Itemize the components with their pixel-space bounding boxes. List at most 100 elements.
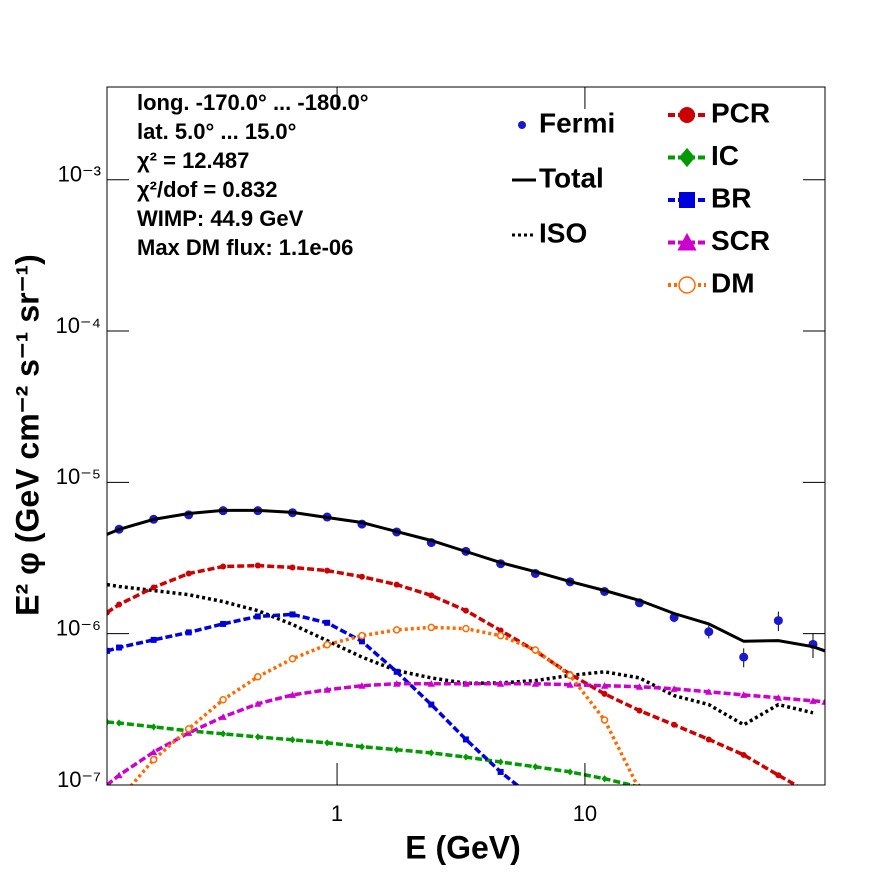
marker [220,563,227,570]
legend-entry: PCR [668,97,770,128]
legend-label: DM [711,267,755,298]
marker [107,718,110,726]
marker [531,680,539,687]
y-tick-label: 10⁻⁶ [56,615,101,640]
marker [184,725,193,733]
marker [566,681,574,688]
annotation: lat. 5.0° ... 15.0° [137,119,296,144]
y-tick-label: 10⁻³ [58,162,101,187]
marker [600,682,609,689]
marker [671,721,678,728]
x-axis-label: E (GeV) [405,829,521,865]
marker [288,654,297,663]
legend-entry: IC [668,140,739,171]
marker [150,584,157,591]
marker [323,686,331,693]
marker [636,707,643,714]
annotation: long. -170.0° ... -180.0° [137,90,369,115]
marker [775,772,782,779]
marker [497,758,504,766]
marker [150,723,157,731]
marker [254,562,261,569]
marker [393,680,401,687]
series-line [107,508,825,653]
legend-label: BR [711,182,751,213]
x-tick-label: 10 [573,801,597,826]
legend-label: Total [539,162,604,193]
axes-frame [106,86,826,786]
marker [705,688,713,695]
marker [462,680,470,687]
legend-entry: DM [668,267,755,298]
marker [254,733,261,741]
marker [116,644,123,651]
marker [462,753,469,761]
legend-label: IC [711,140,739,171]
marker [567,768,574,776]
marker [497,627,504,634]
marker [428,701,435,708]
marker [496,631,505,640]
plot-area [107,506,825,785]
legend-marker [677,232,697,251]
marker [773,616,783,626]
series-line [129,625,640,785]
marker [532,763,539,771]
marker [462,736,469,743]
marker [497,768,504,775]
legend-label: Fermi [539,107,615,138]
annotation: χ²/dof = 0.832 [137,177,277,202]
marker [635,683,644,690]
marker [358,631,366,640]
marker [774,694,782,701]
marker [324,739,331,747]
marker [427,680,435,687]
y-tick-label: 10⁻⁴ [55,313,101,338]
marker [185,570,192,577]
marker [739,652,749,662]
marker [254,673,262,681]
y-tick-label: 10⁻⁷ [57,767,101,792]
marker [324,619,331,626]
marker [220,620,227,627]
marker [116,601,123,608]
marker [392,626,401,634]
legend-entry: Total [512,162,604,193]
marker [220,730,227,738]
marker [531,646,540,654]
marker [428,592,435,599]
annotation: χ² = 12.487 [137,148,249,173]
legend-entry: SCR [668,225,770,256]
marker [427,623,436,632]
marker [393,668,400,675]
marker [358,743,365,751]
legend-marker [678,276,696,294]
series-line [107,612,520,785]
marker [393,581,400,588]
marker [289,736,296,744]
marker [497,680,505,687]
marker [704,627,714,637]
legend-label: ISO [539,217,587,248]
marker [428,749,435,757]
marker [254,613,261,620]
marker [219,713,227,720]
marker [462,607,469,614]
marker [601,775,608,783]
annotation: WIMP: 44.9 GeV [137,206,304,231]
legend-marker [679,107,695,123]
marker [116,719,123,727]
marker [809,697,817,704]
marker [358,638,365,645]
marker [705,736,712,743]
marker [288,691,297,698]
marker [324,567,331,574]
marker [393,746,400,754]
marker [740,751,747,758]
marker [115,771,123,779]
marker [150,636,157,643]
marker [289,611,296,618]
marker [254,700,262,707]
